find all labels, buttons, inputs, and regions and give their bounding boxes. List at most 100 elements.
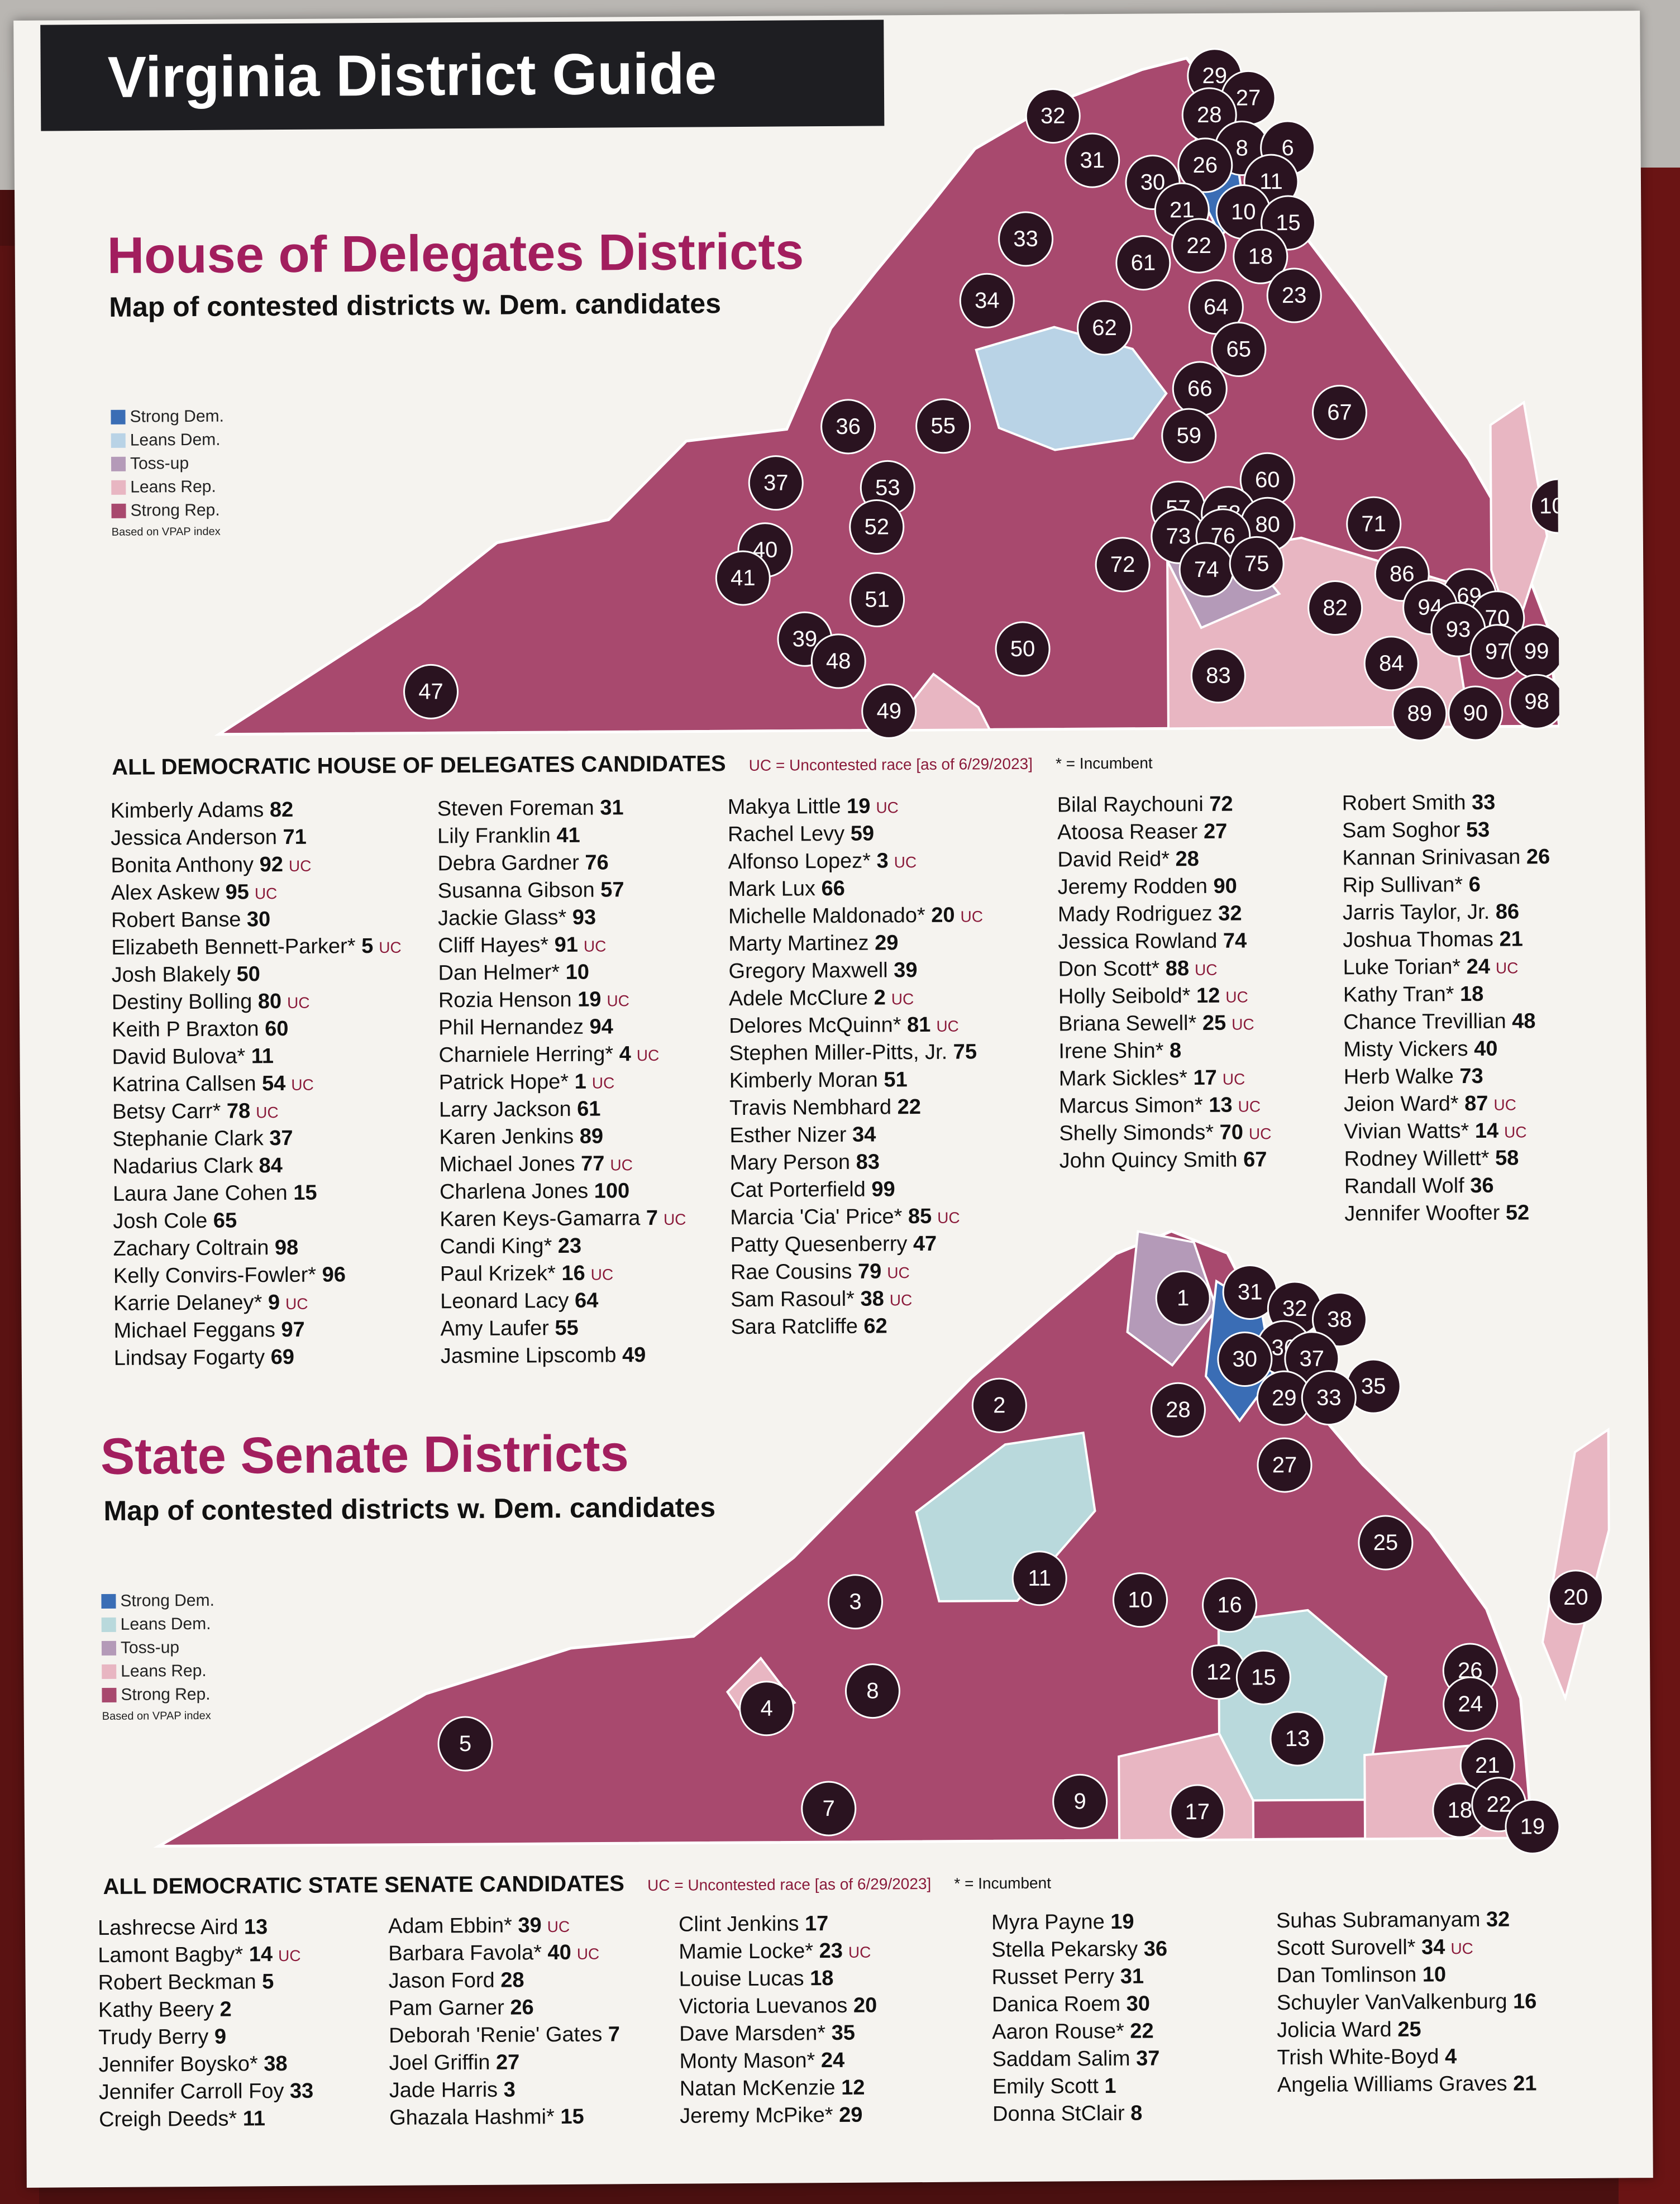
senate-candidates-header-text: ALL DEMOCRATIC STATE SENATE CANDIDATES	[103, 1871, 625, 1900]
house-district-marker-label: 15	[1276, 211, 1301, 235]
house-district-marker: 61	[1115, 235, 1171, 291]
candidate-district-number: 14	[1474, 1119, 1499, 1143]
senate-district-marker-dot	[1301, 1370, 1357, 1426]
house-district-marker-label: 93	[1446, 617, 1471, 642]
candidate-name: Ghazala Hashmi*	[389, 2105, 561, 2130]
candidate-district-number: 25	[1202, 1011, 1226, 1035]
house-district-marker-label: 52	[864, 514, 889, 539]
house-district-marker-label: 50	[1010, 637, 1035, 661]
uncontested-flag: UC	[1495, 959, 1519, 977]
candidate-district-number: 8	[1169, 1039, 1182, 1063]
senate-district-marker: 12	[1191, 1644, 1247, 1700]
senate-candidate-entry: Jason Ford 28	[388, 1966, 619, 1995]
senate-candidate-entry: Jennifer Boysko* 38	[98, 2050, 313, 2079]
uncontested-flag: UC	[291, 1076, 314, 1094]
senate-district-marker-label: 1	[1177, 1286, 1190, 1310]
candidate-district-number: 54	[261, 1071, 286, 1096]
senate-district-marker-dot	[1155, 1270, 1211, 1326]
candidate-district-number: 95	[225, 880, 250, 904]
senate-candidate-entry: Suhas Subramanyam 32	[1276, 1906, 1536, 1935]
senate-district-marker: 10	[1112, 1572, 1168, 1628]
candidate-name: Luke Torian*	[1343, 955, 1467, 980]
candidate-district-number: 39	[518, 1914, 542, 1938]
house-district-marker-label: 90	[1463, 701, 1488, 726]
candidate-name: Katrina Callsen	[112, 1072, 262, 1096]
candidate-district-number: 19	[1110, 1910, 1134, 1934]
candidate-name: Jessica Rowland	[1058, 929, 1224, 954]
senate-district-marker-label: 38	[1327, 1307, 1352, 1332]
senate-district-marker: 33	[1301, 1370, 1357, 1426]
senate-district-marker-dot	[1202, 1577, 1258, 1633]
senate-district-marker-dot	[1548, 1569, 1603, 1625]
senate-district-marker-label: 16	[1217, 1593, 1242, 1618]
house-district-marker-dot	[1190, 648, 1246, 704]
house-district-marker-label: 66	[1187, 376, 1213, 401]
house-candidate-entry: Jessica Anderson 71	[111, 823, 401, 852]
house-candidate-entry: Makya Little 19 UC	[728, 792, 982, 821]
candidate-name: Stella Pekarsky	[991, 1937, 1144, 1962]
candidate-name: Kimberly Moran	[729, 1068, 884, 1093]
candidate-district-number: 19	[578, 987, 602, 1012]
candidate-district-number: 8	[1130, 2101, 1143, 2125]
house-district-marker: 52	[849, 499, 905, 555]
house-district-marker-label: 51	[865, 587, 890, 612]
house-candidate-entry: Katrina Callsen 54 UC	[112, 1070, 403, 1099]
house-district-marker-dot	[1095, 537, 1151, 593]
candidate-district-number: 24	[1466, 955, 1491, 979]
house-district-marker-dot	[1448, 685, 1504, 741]
candidate-district-number: 3	[503, 2078, 516, 2102]
house-district-marker-label: 84	[1379, 651, 1404, 676]
senate-candidate-entry: Donna StClair 8	[992, 2100, 1168, 2128]
candidate-district-number: 100	[594, 1179, 630, 1203]
senate-district-marker: 13	[1269, 1711, 1325, 1767]
candidate-name: Rip Sullivan*	[1342, 873, 1469, 898]
house-district-marker-dot	[1312, 384, 1368, 440]
candidate-district-number: 17	[1193, 1066, 1217, 1090]
senate-district-marker-label: 29	[1272, 1386, 1297, 1410]
senate-district-marker-label: 5	[459, 1731, 472, 1756]
house-district-marker-label: 22	[1186, 233, 1211, 258]
house-candidate-entry: Atoosa Reaser 27	[1057, 818, 1269, 846]
candidate-district-number: 94	[589, 1015, 614, 1039]
house-candidate-entry: Rozia Henson 19 UC	[438, 986, 685, 1015]
candidate-district-number: 12	[841, 2076, 865, 2100]
candidate-district-number: 28	[500, 1968, 524, 1992]
senate-candidate-column: Clint Jenkins 17 Mamie Locke* 23 UC Louise …	[679, 1910, 878, 2130]
house-district-marker-dot	[998, 211, 1054, 267]
house-district-marker-dot	[849, 572, 905, 628]
uncontested-flag: UC	[288, 857, 312, 875]
house-district-marker-dot	[820, 399, 876, 455]
senate-candidate-entry: Robert Beckman 5	[98, 1968, 313, 1997]
candidate-district-number: 29	[839, 2103, 863, 2127]
house-district-marker-label: 21	[1170, 198, 1195, 222]
uncontested-flag: UC	[876, 799, 899, 817]
uncontested-flag: UC	[256, 1104, 279, 1122]
candidate-district-number: 57	[600, 878, 624, 902]
candidate-district-number: 81	[906, 1013, 931, 1037]
candidate-district-number: 7	[608, 2022, 621, 2046]
house-district-marker: 55	[915, 398, 971, 454]
candidate-district-number: 37	[269, 1126, 293, 1151]
house-district-marker-label: 80	[1255, 512, 1280, 537]
house-candidate-entry: Rachel Levy 59	[728, 819, 982, 848]
senate-district-marker-label: 11	[1028, 1566, 1051, 1591]
senate-candidate-entry: Trish White-Boyd 4	[1277, 2043, 1537, 2072]
candidate-district-number: 18	[809, 1967, 834, 1991]
senate-district-marker-dot	[844, 1663, 900, 1719]
house-district-marker-label: 53	[875, 475, 900, 500]
candidate-district-number: 34	[1421, 1935, 1445, 1959]
senate-candidate-entry: Stella Pekarsky 36	[991, 1935, 1167, 1964]
house-candidate-entry: Steven Foreman 31	[437, 794, 684, 823]
house-district-marker-dot	[915, 398, 971, 454]
house-candidate-entry: Kannan Srinivasan 26	[1342, 843, 1550, 872]
candidate-name: Randall Wolf	[1344, 1174, 1471, 1199]
house-candidate-entry: John Quincy Smith 67	[1059, 1146, 1272, 1175]
house-candidates-header-text: ALL DEMOCRATIC HOUSE OF DELEGATES CANDID…	[112, 751, 726, 780]
senate-incumbent-note: * = Incumbent	[954, 1874, 1052, 1892]
senate-district-marker-dot	[739, 1681, 795, 1737]
candidate-district-number: 50	[236, 962, 260, 986]
house-district-marker-dot	[1229, 536, 1285, 591]
house-district-marker: 33	[998, 211, 1054, 267]
house-candidate-entry: Holly Seibold* 12 UC	[1058, 982, 1271, 1010]
